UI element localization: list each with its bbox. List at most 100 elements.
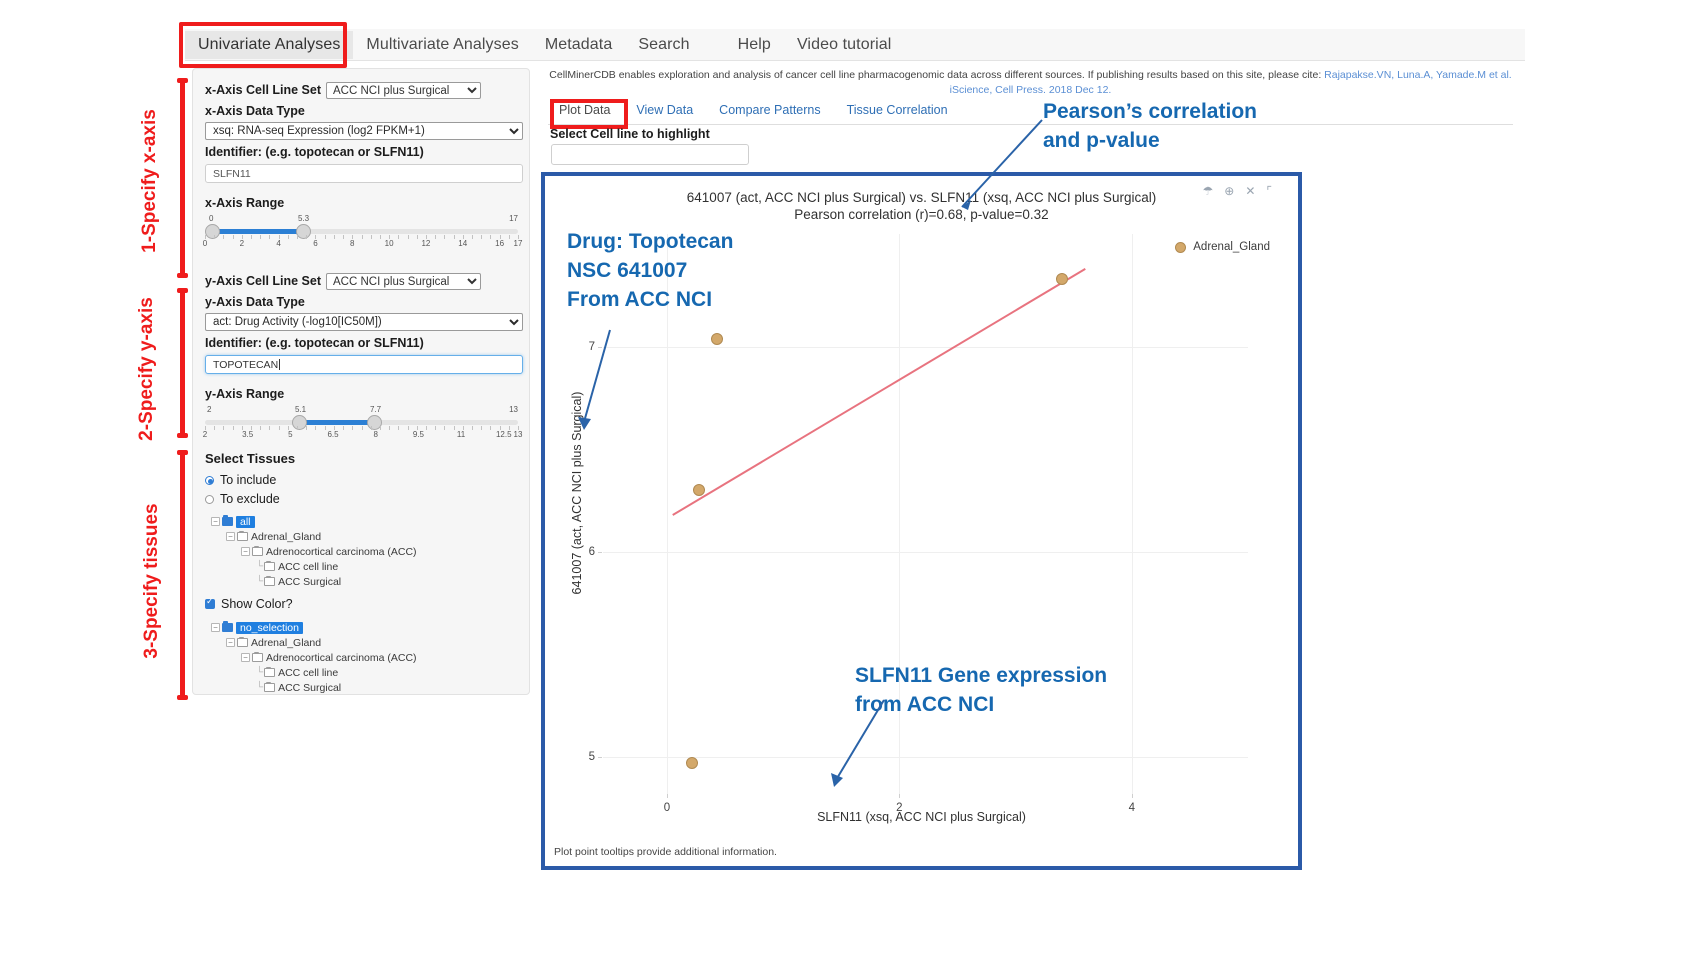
tree-node[interactable]: − all: [205, 514, 519, 529]
scatter-point[interactable]: [686, 757, 699, 770]
x-slider-track[interactable]: [205, 229, 518, 234]
y-cell-line-set-label: y-Axis Cell Line Set: [205, 274, 322, 288]
radio-exclude-icon[interactable]: [205, 494, 214, 504]
slider-tick-label: 6: [313, 239, 318, 248]
text-caret: [279, 359, 281, 370]
camera-icon[interactable]: ☂: [1202, 184, 1214, 198]
tree-node[interactable]: └ ACC Surgical: [205, 680, 519, 695]
plot-title-line1: 641007 (act, ACC NCI plus Surgical) vs. …: [686, 190, 1157, 205]
x-tick-label: 4: [1128, 802, 1135, 814]
nav-item-search[interactable]: Search: [638, 35, 690, 53]
x-cell-line-set-select[interactable]: ACC NCI plus Surgical: [326, 82, 482, 99]
slider-tick: [361, 426, 363, 430]
tree-node-label: Adrenal_Gland: [251, 530, 322, 543]
nav-item-metadata[interactable]: Metadata: [544, 35, 613, 53]
tree-node[interactable]: − Adrenocortical carcinoma (ACC): [205, 544, 519, 559]
radio-include-icon[interactable]: [205, 475, 214, 485]
slider-tick-label: 6.5: [327, 430, 339, 439]
scatter-point[interactable]: [710, 332, 723, 345]
tree-elbow-icon: └: [256, 576, 264, 587]
tree-node[interactable]: └ ACC Surgical: [205, 574, 519, 589]
x-slider-handle-min[interactable]: [205, 224, 220, 239]
tree-expander-icon[interactable]: −: [226, 638, 235, 647]
plot-footnote: Plot point tooltips provide additional i…: [554, 846, 777, 858]
tree-node[interactable]: └ ACC cell line: [205, 665, 519, 680]
trendline: [672, 268, 1086, 516]
show-color-checkbox[interactable]: Show Color?: [205, 596, 519, 611]
x-identifier-input[interactable]: SLFN11: [205, 164, 523, 183]
slider-tick: [435, 235, 437, 239]
nav-item-multivariate-analyses[interactable]: Multivariate Analyses: [366, 35, 519, 53]
y-slider-handle-min[interactable]: [292, 415, 307, 430]
plot-axes-area[interactable]: 0 2 4 5 6 7: [589, 234, 1248, 814]
tree-expander-icon[interactable]: −: [211, 517, 220, 526]
tree-node[interactable]: └ ACC cell line: [205, 559, 519, 574]
show-color-label: Show Color?: [221, 597, 293, 611]
nav-item-univariate-analyses[interactable]: Univariate Analyses: [185, 30, 354, 59]
radio-to-include[interactable]: To include: [205, 473, 519, 487]
slider-tick: [205, 426, 206, 430]
tick-mark-x: [899, 794, 901, 798]
nav-item-help[interactable]: Help: [737, 35, 771, 53]
step1-label: 1-Specify x-axis: [139, 109, 160, 253]
x-range-slider[interactable]: 0 5.3 17 0 2 4 6 8 10 12 14 16 17: [203, 214, 523, 250]
y-range-slider[interactable]: 2 5.1 7.7 13 2 3.5 5 6.5 8 9.5 11 12.5 13: [203, 405, 523, 441]
scatter-point[interactable]: [1056, 273, 1069, 286]
close-icon[interactable]: ✕: [1245, 184, 1256, 198]
content-tabs: Plot Data View Data Compare Patterns Tis…: [548, 101, 1513, 125]
step1-bracket: [177, 78, 188, 278]
tree-node[interactable]: − Adrenal_Gland: [205, 635, 519, 650]
tab-plot-data[interactable]: Plot Data: [559, 103, 611, 117]
slider-tick: [499, 235, 501, 239]
nav-item-video-tutorial[interactable]: Video tutorial: [796, 35, 892, 53]
x-slider-handle-max[interactable]: [296, 224, 311, 239]
y-identifier-input[interactable]: TOPOTECAN: [205, 355, 523, 374]
plot-x-axis-label: SLFN11 (xsq, ACC NCI plus Surgical): [817, 810, 1026, 824]
highlight-cell-line-label: Select Cell line to highlight: [550, 127, 710, 141]
tree-node-label: no_selection: [236, 621, 303, 634]
tree-expander-icon[interactable]: −: [226, 532, 235, 541]
highlight-cell-line-input[interactable]: [551, 144, 749, 165]
slider-tick: [389, 426, 391, 430]
tree-expander-icon[interactable]: −: [241, 547, 250, 556]
select-tissues-group: Select Tissues To include To exclude − al…: [193, 451, 531, 695]
tree-node[interactable]: − Adrenal_Gland: [205, 529, 519, 544]
slider-tick: [370, 426, 372, 430]
y-identifier-value: TOPOTECAN: [213, 358, 279, 371]
tissue-tree-include[interactable]: − all − Adrenal_Gland − Adrenocortical carcin…: [205, 514, 519, 589]
y-slider-min-value: 5.1: [295, 405, 307, 414]
y-cell-line-set-select[interactable]: ACC NCI plus Surgical: [326, 273, 482, 290]
y-data-type-select[interactable]: act: Drug Activity (-log10[IC50M]): [205, 313, 523, 331]
plot-title-line2: Pearson correlation (r)=0.68, p-value=0.…: [794, 207, 1049, 222]
slider-tick-label: 9.5: [412, 430, 424, 439]
x-data-type-select[interactable]: xsq: RNA-seq Expression (log2 FPKM+1): [205, 122, 523, 140]
slider-tick: [398, 235, 400, 239]
zoom-in-icon[interactable]: ⊕: [1224, 184, 1235, 198]
corner-icon[interactable]: ⌜: [1266, 184, 1272, 198]
step2-bracket: [177, 288, 188, 438]
tab-view-data[interactable]: View Data: [636, 103, 694, 117]
slider-tick-label: 2: [239, 239, 245, 248]
y-data-type-label: y-Axis Data Type: [205, 295, 305, 309]
tab-compare-patterns[interactable]: Compare Patterns: [719, 103, 821, 117]
slider-tick-label: 13: [513, 430, 523, 439]
tab-tissue-correlation[interactable]: Tissue Correlation: [846, 103, 948, 117]
slider-tick: [315, 235, 317, 239]
slider-tick: [324, 235, 326, 239]
citation-link[interactable]: Rajapakse.VN, Luna.A, Yamade.M et al. iS…: [949, 69, 1512, 96]
x-slider-ticks: [205, 235, 519, 240]
plot-container: ☂ ⊕ ✕ ⌜ 641007 (act, ACC NCI plus Surgic…: [541, 172, 1302, 870]
folder-icon: [237, 637, 248, 647]
radio-to-exclude[interactable]: To exclude: [205, 492, 519, 506]
tissue-tree-color[interactable]: − no_selection − Adrenal_Gland − Adrenocortic…: [205, 620, 519, 695]
slider-tick: [333, 235, 335, 239]
tree-expander-icon[interactable]: −: [211, 623, 220, 632]
tree-expander-icon[interactable]: −: [241, 653, 250, 662]
scatter-point[interactable]: [693, 484, 706, 497]
slider-tick: [251, 235, 253, 239]
plot-legend[interactable]: Adrenal_Gland: [1175, 241, 1270, 253]
checkbox-icon[interactable]: [205, 596, 215, 609]
x-slider-max-value: 5.3: [298, 214, 310, 223]
tree-node[interactable]: − no_selection: [205, 620, 519, 635]
tree-node[interactable]: − Adrenocortical carcinoma (ACC): [205, 650, 519, 665]
